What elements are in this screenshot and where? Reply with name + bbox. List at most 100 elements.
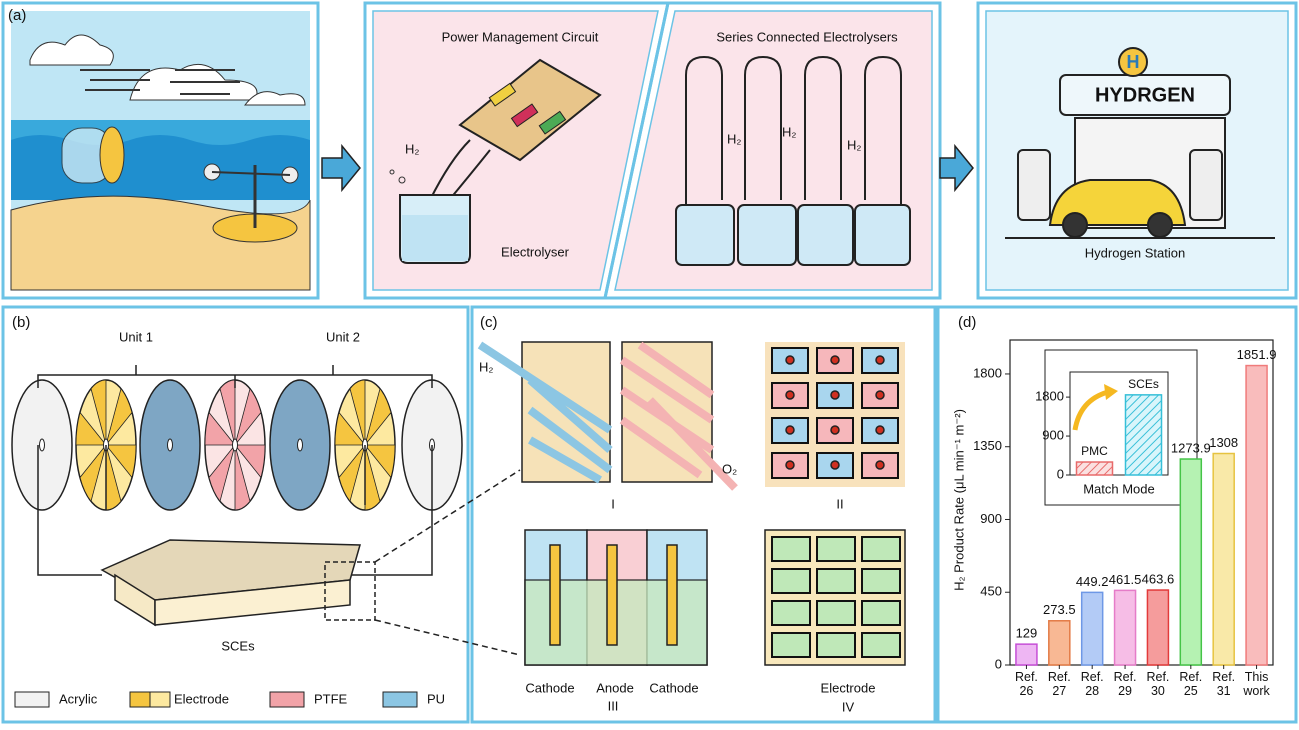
illustration-shape	[797, 204, 854, 266]
x-tick-label: Ref. 26	[1014, 670, 1038, 698]
illustration-shape	[685, 55, 723, 210]
value-label: 449.2	[1076, 574, 1109, 589]
cell	[861, 568, 901, 594]
illustration-shape	[374, 469, 521, 656]
illustration-shape	[1147, 212, 1173, 238]
station-sign: HYDRGEN	[1095, 84, 1195, 106]
unit-label: Unit 1	[119, 329, 153, 344]
cell	[816, 600, 856, 626]
energy-scene	[10, 34, 311, 291]
illustration-shape	[549, 544, 561, 646]
y-tick-label: 450	[980, 584, 1002, 599]
bar	[1245, 364, 1268, 666]
disc-sector	[204, 411, 236, 446]
cell	[771, 632, 811, 658]
h2-label: H₂	[727, 131, 741, 146]
bar	[1048, 620, 1071, 666]
flow-arrows	[321, 143, 974, 193]
y-tick-label: 1350	[973, 438, 1002, 453]
cell	[861, 632, 901, 658]
cell-label: Cathode	[525, 680, 574, 695]
disc-hole	[39, 438, 45, 452]
h2-label: H₂	[479, 359, 493, 374]
illustration-shape	[324, 561, 376, 621]
cell	[771, 600, 811, 626]
illustration-shape	[1017, 149, 1051, 221]
illustration-shape	[37, 365, 433, 388]
illustration-shape	[99, 126, 125, 184]
disc-sector	[364, 387, 392, 446]
series-title: Series Connected Electrolysers	[716, 29, 898, 44]
roman-numeral: IV	[842, 699, 855, 714]
legend-swatch	[14, 691, 50, 708]
y-tick-label: 1800	[973, 365, 1002, 380]
illustration-shape	[854, 204, 911, 266]
value-label: 463.6	[1142, 571, 1175, 586]
disc-sector	[234, 444, 251, 511]
illustration-shape	[1118, 47, 1148, 77]
station-label: Hydrogen Station	[1085, 245, 1185, 260]
illustration-shape	[1062, 212, 1088, 238]
illustration-shape	[744, 55, 782, 200]
category-label: PMC	[1081, 444, 1108, 458]
roman-numeral: I	[611, 496, 615, 511]
legend-label: PTFE	[314, 691, 348, 706]
sces-label: SCEs	[221, 638, 255, 653]
panel-label: (c)	[480, 314, 498, 331]
electrode-label: Electrode	[821, 680, 876, 695]
x-tick-label: This work	[1243, 670, 1270, 698]
cell-dot	[785, 355, 795, 365]
x-tick-label: Ref. 29	[1113, 670, 1137, 698]
disc-stack	[11, 379, 463, 511]
h2-label: H₂	[782, 124, 796, 139]
bar	[1113, 589, 1137, 666]
legend-label: Electrode	[174, 691, 229, 706]
plot-frame	[1009, 339, 1274, 666]
cell-dot	[830, 355, 840, 365]
disc-sector	[349, 379, 366, 446]
cell-dot	[875, 425, 885, 435]
illustration-shape	[1, 1, 320, 300]
bar	[1015, 643, 1038, 666]
roman-numeral: II	[836, 496, 843, 511]
y-tick-label: 900	[1042, 427, 1064, 442]
disc-sector	[208, 444, 236, 503]
cell-dot	[785, 425, 795, 435]
legend-swatch	[149, 691, 171, 708]
h2-label: H₂	[847, 137, 861, 152]
illustration-shape	[211, 171, 291, 176]
o2-label: O₂	[722, 461, 737, 476]
disc-sector	[105, 444, 137, 479]
value-label: 461.5	[1109, 572, 1142, 587]
inset-plot-frame	[1069, 371, 1169, 476]
cell	[816, 568, 856, 594]
bar	[1124, 394, 1163, 476]
disc-sector	[334, 411, 366, 446]
illustration-shape	[37, 445, 433, 576]
cell-label: Anode	[596, 680, 634, 695]
illustration-shape	[976, 1, 1298, 300]
bar	[1212, 452, 1235, 666]
sces-device	[37, 365, 521, 656]
electrolysers-illustration	[675, 55, 911, 266]
illustration-shape	[29, 34, 114, 66]
illustration-shape	[402, 215, 468, 261]
illustration-shape	[647, 397, 738, 491]
inset-arrow-head	[1104, 384, 1118, 400]
y-tick-label: 0	[1057, 466, 1064, 481]
value-label: 1851.9	[1237, 347, 1277, 362]
disc-sector	[364, 444, 381, 511]
disc-sector	[79, 444, 107, 503]
illustration-shape	[470, 305, 937, 724]
value-label: 1308	[1209, 435, 1238, 450]
legend-swatch	[129, 691, 151, 708]
illustration-shape	[488, 82, 517, 107]
illustration-shape	[243, 91, 306, 106]
illustration-shape	[1059, 74, 1231, 116]
legend-swatch	[269, 691, 305, 708]
cell	[816, 382, 854, 409]
illustration-shape	[603, 1, 942, 300]
illustration-shape	[321, 143, 361, 193]
y-tick-label: 1800	[1035, 389, 1064, 404]
